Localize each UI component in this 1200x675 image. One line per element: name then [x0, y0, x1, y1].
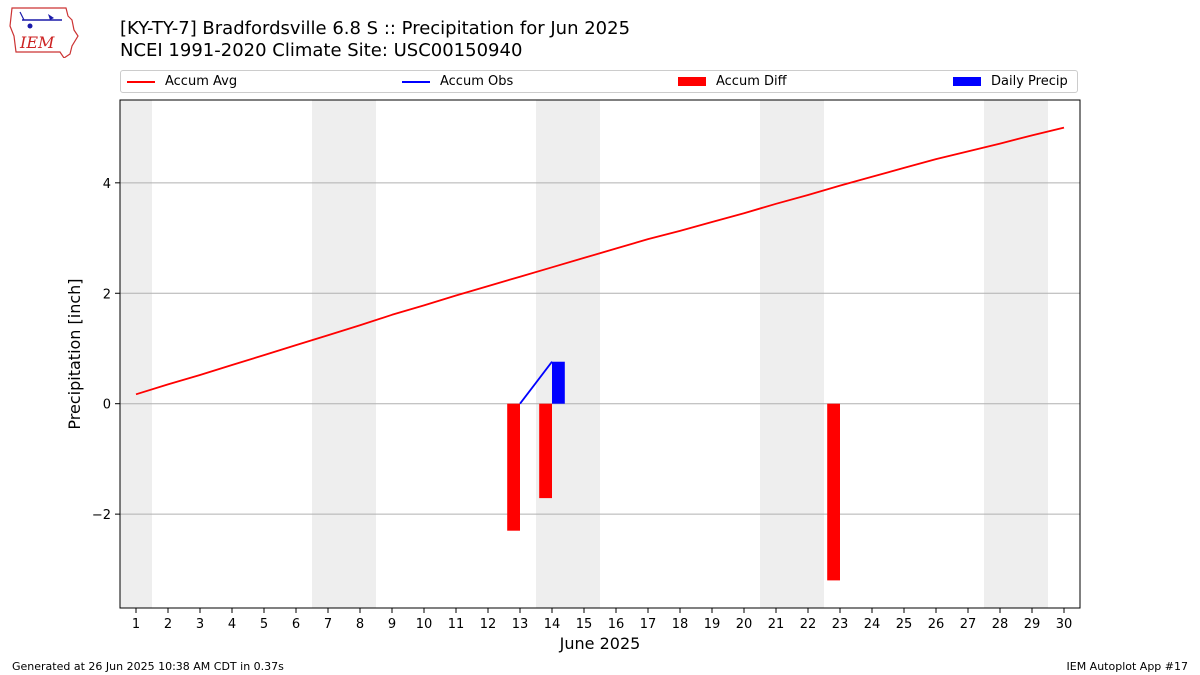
x-tick-label-23: 23 [832, 617, 849, 632]
x-tick-label-3: 3 [196, 617, 204, 632]
chart-title: [KY-TY-7] Bradfordsville 6.8 S :: Precip… [120, 18, 630, 62]
legend-item-accum-obs: Accum Obs [402, 74, 513, 89]
legend-item-daily-precip: Daily Precip [953, 74, 1068, 89]
legend-swatch-daily-precip [953, 77, 981, 86]
y-tick-label-0: 0 [103, 398, 111, 413]
weekend-shade-2 [312, 100, 376, 608]
accum-diff-bar-14 [539, 403, 552, 499]
y-tick-label-2: 2 [103, 287, 111, 302]
x-tick-label-15: 15 [576, 617, 593, 632]
x-tick-label-21: 21 [768, 617, 785, 632]
lines-group [135, 126, 1065, 405]
legend-swatch-accum-obs [402, 80, 430, 83]
x-tick-label-5: 5 [260, 617, 268, 632]
x-tick-label-12: 12 [480, 617, 497, 632]
x-tick-label-22: 22 [800, 617, 817, 632]
x-tick-label-19: 19 [704, 617, 721, 632]
x-tick-label-8: 8 [356, 617, 364, 632]
daily-precip-bar-14 [552, 361, 565, 404]
x-tick-label-26: 26 [928, 617, 945, 632]
legend-label-accum-obs: Accum Obs [440, 74, 514, 89]
x-tick-label-1: 1 [132, 617, 140, 632]
footer-app-text: IEM Autoplot App #17 [1066, 660, 1189, 673]
iem-logo: IEM [9, 7, 79, 58]
y-tick-label-4: 4 [103, 177, 111, 192]
weekend-shading-group [120, 100, 1048, 608]
grid-group [120, 182, 1080, 515]
title-line-1: [KY-TY-7] Bradfordsville 6.8 S :: Precip… [120, 18, 631, 39]
legend-label-accum-diff: Accum Diff [716, 74, 787, 89]
x-tick-label-24: 24 [864, 617, 881, 632]
x-tick-label-20: 20 [736, 617, 753, 632]
x-tick-label-13: 13 [512, 617, 529, 632]
weekend-shade-1 [120, 100, 152, 608]
x-axis-label: June 2025 [559, 634, 641, 653]
accum-avg-line [135, 126, 1065, 396]
x-tick-label-14: 14 [544, 617, 561, 632]
weekend-shade-3 [536, 100, 600, 608]
y-axis-ticks: −2 0 2 4 [92, 177, 120, 523]
x-tick-label-18: 18 [672, 617, 689, 632]
y-axis-label: Precipitation [inch] [65, 278, 84, 429]
legend-item-accum-avg: Accum Avg [127, 74, 237, 89]
accum-obs-line [519, 361, 553, 405]
x-tick-label-2: 2 [164, 617, 172, 632]
legend-item-accum-diff: Accum Diff [678, 74, 787, 89]
title-line-2: NCEI 1991-2020 Climate Site: USC00150940 [120, 40, 523, 61]
x-tick-label-11: 11 [448, 617, 465, 632]
x-tick-label-9: 9 [388, 617, 396, 632]
accum-diff-bar-23 [827, 403, 840, 581]
legend-swatch-accum-avg [127, 80, 155, 83]
y-tick-label--2: −2 [92, 508, 111, 523]
legend-label-daily-precip: Daily Precip [991, 74, 1068, 89]
footer-generated-text: Generated at 26 Jun 2025 10:38 AM CDT in… [12, 660, 284, 673]
x-tick-label-16: 16 [608, 617, 625, 632]
x-tick-label-10: 10 [416, 617, 433, 632]
plot-frame [119, 99, 1081, 609]
x-tick-label-28: 28 [992, 617, 1009, 632]
x-tick-label-7: 7 [324, 617, 332, 632]
chart-legend: Accum Avg Accum Obs Accum Diff Daily Pre… [120, 70, 1078, 93]
bars-group [507, 361, 840, 581]
weekend-shade-4 [760, 100, 824, 608]
svg-text:IEM: IEM [19, 33, 55, 52]
weekend-shade-5 [984, 100, 1048, 608]
x-tick-label-25: 25 [896, 617, 913, 632]
legend-label-accum-avg: Accum Avg [165, 74, 238, 89]
x-tick-label-17: 17 [640, 617, 657, 632]
x-tick-label-4: 4 [228, 617, 236, 632]
x-axis-ticks: 1 2 3 4 5 6 7 8 9 10 11 12 13 14 15 16 17 18 19 20 21 22 23 24 2… [132, 608, 1072, 632]
x-tick-label-29: 29 [1024, 617, 1041, 632]
x-tick-label-30: 30 [1056, 617, 1073, 632]
accum-diff-bar-13 [507, 403, 520, 531]
legend-swatch-accum-diff [678, 77, 706, 86]
x-tick-label-6: 6 [292, 617, 300, 632]
x-tick-label-27: 27 [960, 617, 977, 632]
